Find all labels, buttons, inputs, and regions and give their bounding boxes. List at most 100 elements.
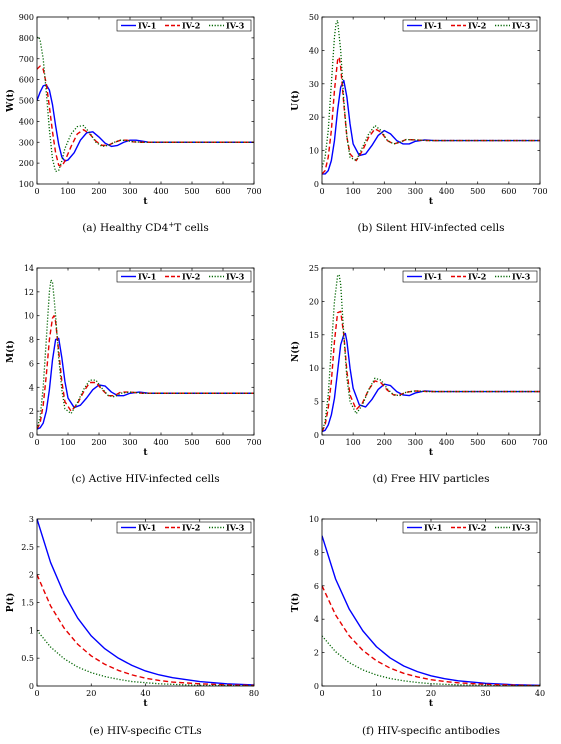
chart-caption: (b) Silent HIV-infected cells — [358, 222, 505, 234]
series-line-iv-1 — [37, 519, 254, 686]
chart-caption: (f) HIV-specific antibodies — [362, 725, 500, 737]
x-tick-label: 600 — [215, 438, 230, 447]
y-tick-label: 30 — [309, 80, 319, 89]
y-tick-label: 6 — [29, 359, 34, 368]
y-tick-label: 12 — [24, 288, 34, 297]
series-line-iv-1 — [322, 332, 540, 433]
y-tick-label: 1 — [29, 626, 34, 635]
legend-label-iv-1: IV-1 — [138, 272, 156, 282]
x-tick-label: 500 — [184, 438, 199, 447]
x-tick-label: 300 — [408, 438, 423, 447]
chart-caption: (a) Healthy CD4+T cells — [82, 221, 209, 234]
y-tick-label: 1.5 — [21, 599, 34, 608]
x-tick-label: 10 — [371, 689, 381, 698]
y-tick-label: 0 — [314, 431, 319, 440]
chart-caption: (e) HIV-specific CTLs — [89, 725, 201, 737]
x-tick-label: 600 — [501, 438, 516, 447]
legend-box — [116, 19, 252, 32]
legend-label-iv-2: IV-2 — [468, 21, 486, 31]
y-tick-label: 4 — [29, 383, 34, 392]
chart-c: 0 100 200 300 400 500 600 700 0 2 4 6 8 10 12 14 t M(t) IV… — [5, 264, 262, 485]
y-tick-label: 10 — [309, 515, 319, 524]
plot-frame — [321, 518, 541, 687]
x-tick-label: 0 — [319, 689, 324, 698]
x-tick-label: 200 — [91, 438, 106, 447]
x-tick-label: 200 — [377, 187, 392, 196]
y-tick-label: 20 — [309, 297, 319, 306]
series-line-iv-1 — [37, 337, 254, 430]
legend-box — [402, 270, 538, 283]
x-tick-label: 80 — [249, 689, 259, 698]
chart-a: 0 100 200 300 400 500 600 700100200300400500600… — [5, 13, 262, 234]
series-line-iv-3 — [322, 635, 540, 686]
x-tick-label: 400 — [153, 187, 168, 196]
x-axis-label: t — [429, 699, 434, 709]
y-tick-label: 0 — [314, 180, 319, 189]
y-tick-label: 100 — [19, 180, 34, 189]
legend-label-iv-2: IV-2 — [182, 272, 200, 282]
legend: IV-1 IV-2 IV-3 — [402, 19, 538, 32]
series-line-iv-3 — [37, 279, 254, 430]
x-tick-label: 100 — [60, 187, 75, 196]
y-tick-label: 8 — [29, 336, 34, 345]
legend-box — [116, 270, 252, 283]
y-tick-label: 10 — [24, 312, 34, 321]
legend: IV-1 IV-2 IV-3 — [116, 270, 252, 283]
series-line-iv-1 — [322, 535, 540, 686]
y-tick-label: 400 — [19, 117, 34, 126]
legend-box — [402, 19, 538, 32]
x-tick-label: 200 — [377, 438, 392, 447]
y-tick-label: 3 — [29, 515, 34, 524]
legend-label-iv-3: IV-3 — [226, 21, 245, 31]
y-tick-label: 15 — [309, 331, 319, 340]
x-tick-label: 700 — [246, 187, 261, 196]
y-tick-label: 5 — [314, 398, 319, 407]
series-line-iv-2 — [322, 56, 540, 175]
legend-label-iv-1: IV-1 — [424, 523, 442, 533]
x-tick-label: 700 — [532, 187, 547, 196]
x-tick-label: 0 — [319, 438, 324, 447]
y-axis-label: P(t) — [5, 593, 16, 612]
y-tick-label: 700 — [19, 55, 34, 64]
legend-label-iv-1: IV-1 — [424, 272, 442, 282]
y-tick-label: 2 — [29, 571, 34, 580]
y-tick-label: 4 — [314, 615, 319, 624]
series-line-iv-2 — [37, 574, 254, 686]
y-tick-label: 300 — [19, 138, 34, 147]
y-tick-label: 900 — [19, 13, 34, 22]
x-tick-label: 400 — [439, 438, 454, 447]
series-line-iv-2 — [37, 65, 254, 167]
y-tick-label: 14 — [24, 264, 34, 273]
y-tick-label: 8 — [314, 548, 319, 557]
y-tick-label: 10 — [309, 364, 319, 373]
x-axis-label: t — [143, 197, 148, 207]
legend-box — [116, 521, 252, 534]
x-tick-label: 400 — [153, 438, 168, 447]
x-tick-label: 300 — [122, 187, 137, 196]
legend-label-iv-1: IV-1 — [138, 523, 156, 533]
series-line-iv-1 — [322, 79, 540, 175]
plot-frame — [321, 16, 541, 185]
legend-label-iv-2: IV-2 — [468, 523, 486, 533]
y-tick-label: 2.5 — [21, 543, 34, 552]
y-axis-label: T(t) — [290, 593, 301, 612]
legend-label-iv-1: IV-1 — [138, 21, 156, 31]
x-tick-label: 600 — [215, 187, 230, 196]
x-tick-label: 400 — [439, 187, 454, 196]
legend-label-iv-3: IV-3 — [512, 272, 531, 282]
series-line-iv-3 — [322, 19, 540, 168]
plot-frame — [321, 267, 541, 436]
x-tick-label: 700 — [532, 438, 547, 447]
x-tick-label: 300 — [408, 187, 423, 196]
chart-b: 0 100 200 300 400 500 600 700 0 10 20 30 40 50 t U(t) IV… — [290, 13, 548, 234]
chart-f: 0 10 20 30 40 0 2 4 6 8 10 t T(t) IV-1 IV-2 IV-3 (f) HIV… — [290, 515, 545, 737]
series-line-iv-2 — [322, 585, 540, 686]
x-tick-label: 20 — [86, 689, 96, 698]
y-tick-label: 2 — [29, 407, 34, 416]
legend-label-iv-3: IV-3 — [226, 523, 245, 533]
y-tick-label: 200 — [19, 159, 34, 168]
legend: IV-1 IV-2 IV-3 — [116, 521, 252, 534]
x-tick-label: 0 — [319, 187, 324, 196]
x-tick-label: 20 — [426, 689, 436, 698]
